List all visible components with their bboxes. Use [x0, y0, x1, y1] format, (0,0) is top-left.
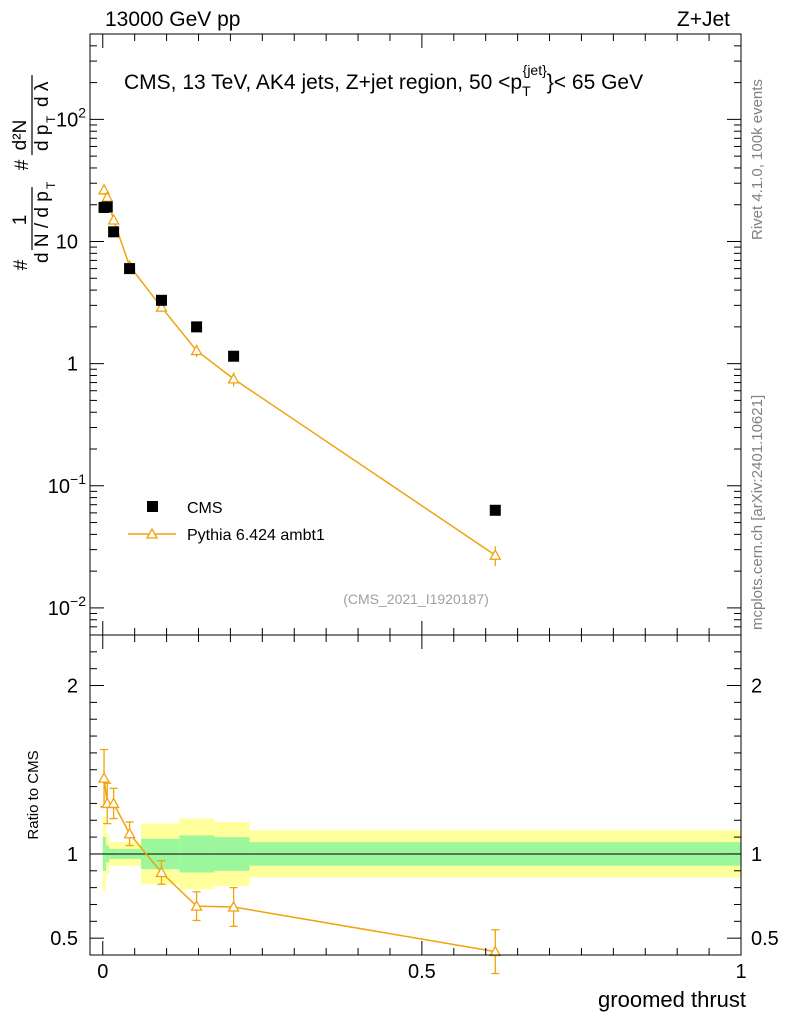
- cms-point: [228, 350, 240, 362]
- xlabel: groomed thrust: [598, 987, 746, 1012]
- legend-marker-mc: [145, 527, 159, 539]
- ratio-frame: [89, 634, 742, 956]
- plot-title-sup: {jet}: [523, 62, 547, 78]
- ratio-y-tick-label-right: 2: [751, 676, 762, 698]
- main-ylabel: # # 1 d N / d p T d²N d p T d λ: [10, 75, 58, 270]
- x-tick-label: 0: [97, 961, 108, 983]
- ratio-panel: 0.5 0.51 12 20 0.5 1 Ratio to CMS groomed thr…: [25, 634, 779, 1012]
- mc-point: [97, 183, 111, 195]
- mc-point: [107, 213, 120, 225]
- plot-title-a: CMS, 13 TeV, AK4 jets, Z+jet region, 50 …: [124, 71, 522, 94]
- ylabel-dn: d N / d p: [32, 191, 53, 263]
- y-tick-label: 10−2: [48, 593, 86, 620]
- ratio-point: [227, 900, 240, 912]
- ratio-point: [155, 866, 168, 878]
- ratio-y-tick-label-right: 0.5: [751, 928, 779, 950]
- y-tick-label: 102: [56, 104, 86, 131]
- ratio-point: [190, 899, 203, 911]
- legend-marker-cms: [147, 501, 158, 512]
- ylabel-hash-top: #: [12, 159, 33, 170]
- ratio-ylabel: Ratio to CMS: [25, 750, 42, 839]
- side-label-rivet: Rivet 4.1.0, 100k events: [749, 79, 766, 240]
- watermark: (CMS_2021_I1920187): [343, 591, 489, 607]
- x-tick-label: 0.5: [408, 961, 436, 983]
- y-tick-exp: −2: [70, 593, 86, 609]
- ylabel-dp: d p: [32, 125, 53, 151]
- y-tick-exp: −1: [70, 471, 86, 487]
- y-tick-base: 10: [56, 109, 78, 131]
- cms-point: [489, 504, 501, 516]
- legend-label-cms: CMS: [187, 500, 223, 517]
- cms-point: [124, 263, 136, 275]
- plot-title-sub: T: [522, 83, 531, 99]
- ylabel-d2n: d²N: [10, 120, 31, 151]
- legend: CMS Pythia 6.424 ambt1: [128, 500, 325, 544]
- y-tick-base: 10: [48, 598, 70, 620]
- ylabel-t2: T: [44, 115, 58, 123]
- y-tick-exp: 2: [78, 104, 86, 120]
- y-tick-base: 10: [48, 476, 70, 498]
- mc-point: [101, 190, 114, 202]
- ratio-point: [489, 945, 502, 957]
- ylabel-t1: T: [44, 181, 58, 189]
- y-tick-label: 1: [67, 354, 78, 376]
- mc-point: [190, 344, 203, 356]
- plot-title-b: }< 65 GeV: [547, 71, 643, 94]
- cms-point: [108, 226, 120, 238]
- ylabel-dl: d λ: [32, 81, 53, 107]
- ratio-point: [97, 771, 111, 783]
- ratio-y-tick-label-left: 0.5: [50, 928, 78, 950]
- cms-point: [101, 201, 113, 213]
- mc-point: [489, 548, 502, 560]
- ylabel-one: 1: [10, 215, 31, 226]
- ratio-y-tick-label-right: 1: [751, 844, 762, 866]
- ratio-y-tick-label-left: 1: [67, 844, 78, 866]
- plot-title: CMS, 13 TeV, AK4 jets, Z+jet region, 50 …: [124, 62, 643, 99]
- mc-point: [155, 300, 168, 312]
- mc-point: [227, 372, 240, 384]
- header-left: 13000 GeV pp: [105, 8, 240, 31]
- cms-point: [155, 294, 167, 306]
- y-tick-label: 10−1: [48, 471, 86, 498]
- y-tick-label: 10: [56, 232, 78, 254]
- mc-line: [103, 189, 496, 556]
- ratio-point: [107, 797, 120, 809]
- side-label-mcplots: mcplots.cern.ch [arXiv:2401.10621]: [749, 395, 766, 630]
- legend-label-mc: Pythia 6.424 ambt1: [187, 527, 325, 544]
- header-right: Z+Jet: [677, 8, 730, 31]
- ratio-point: [123, 827, 136, 839]
- main-frame: [89, 33, 742, 636]
- x-tick-label: 1: [735, 961, 746, 983]
- ratio-y-tick-label-left: 2: [67, 676, 78, 698]
- cms-point: [191, 321, 203, 333]
- ylabel-hash-left: #: [11, 259, 32, 270]
